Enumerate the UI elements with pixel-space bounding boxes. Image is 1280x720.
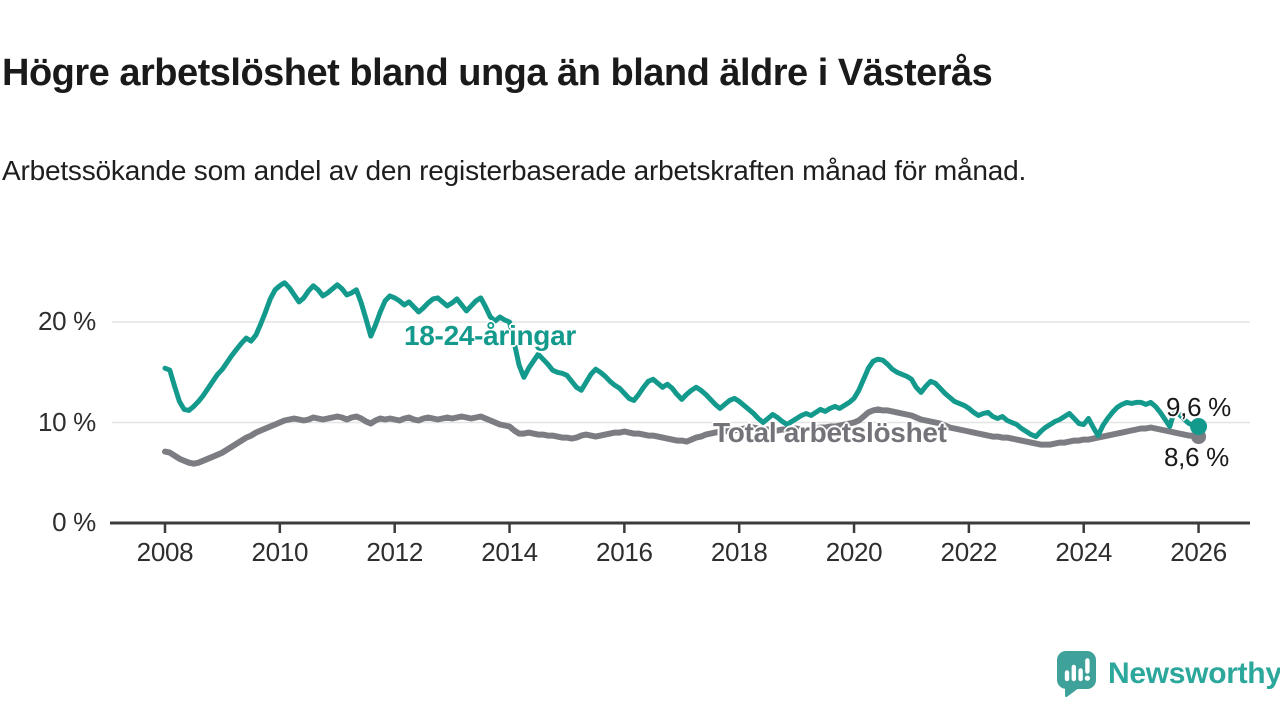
- end-value-label-total: 8,6 %: [1164, 442, 1229, 472]
- page-title: Högre arbetslöshet bland unga än bland ä…: [2, 52, 993, 95]
- x-tick-label: 2010: [251, 537, 309, 567]
- series-line-Total arbetslöshet: [162, 406, 1202, 467]
- x-tick-label: 2020: [825, 537, 883, 567]
- y-tick-label: 0 %: [52, 507, 96, 537]
- x-tick-label: 2016: [596, 537, 653, 567]
- end-value-label-youth: 9,6 %: [1166, 392, 1231, 422]
- series-label-total: Total arbetslöshet: [713, 417, 947, 448]
- brand-name: Newsworthy: [1108, 657, 1280, 690]
- x-tick-label: 2008: [136, 537, 194, 567]
- series-line-18-24-åringar: [162, 280, 1202, 440]
- x-tick-label: 2012: [366, 537, 423, 567]
- y-tick-label: 10 %: [37, 406, 96, 437]
- series-label-youth: 18-24-åringar: [404, 320, 576, 351]
- newsworthy-logo-icon: [1057, 651, 1096, 698]
- x-tick-label: 2018: [710, 537, 768, 567]
- x-tick-label: 2014: [481, 537, 538, 567]
- y-tick-label: 20 %: [37, 306, 96, 336]
- end-dot-18-24-åringar: [1190, 418, 1208, 436]
- x-tick-label: 2022: [940, 537, 998, 567]
- x-tick-label: 2026: [1170, 537, 1227, 567]
- x-tick-label: 2024: [1055, 537, 1113, 567]
- page-subtitle: Arbetssökande som andel av den registerb…: [2, 155, 1027, 186]
- newsworthy-brand: Newsworthy: [1056, 650, 1280, 698]
